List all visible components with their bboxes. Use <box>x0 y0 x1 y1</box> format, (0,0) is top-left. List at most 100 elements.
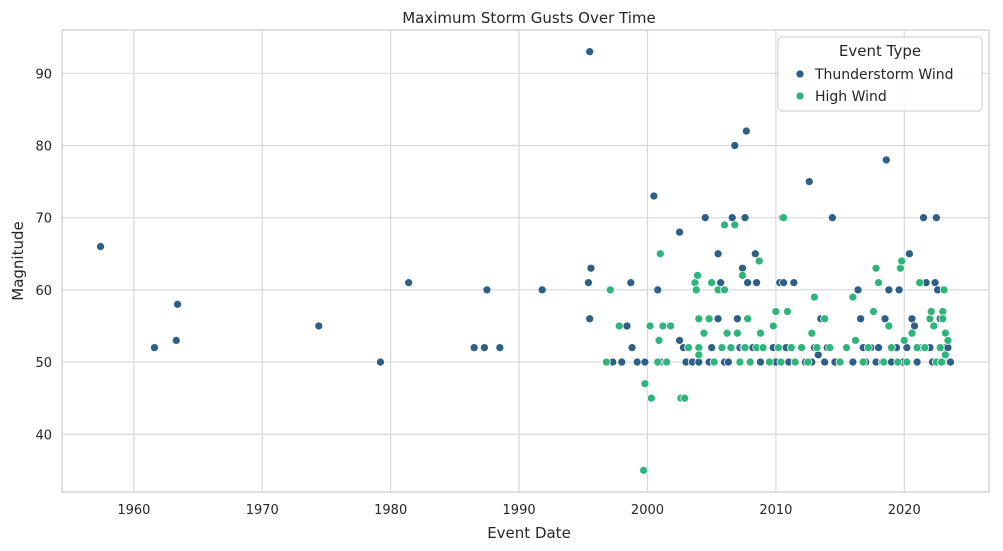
point-high-wind <box>897 256 907 266</box>
point-high-wind <box>779 213 788 223</box>
point-high-wind <box>938 307 948 316</box>
point-high-wind <box>774 343 783 352</box>
point-thunderstorm-wind <box>632 357 642 367</box>
point-high-wind <box>835 357 845 367</box>
point-high-wind <box>645 321 655 331</box>
point-high-wind <box>662 357 672 367</box>
point-thunderstorm-wind <box>617 357 627 367</box>
point-high-wind <box>740 343 750 352</box>
point-high-wind <box>851 336 860 345</box>
point-high-wind <box>646 393 656 403</box>
x-tick-label: 1970 <box>246 503 279 518</box>
point-thunderstorm-wind <box>894 285 904 295</box>
point-high-wind <box>786 343 796 352</box>
point-high-wind <box>666 321 675 331</box>
point-high-wind <box>912 343 922 352</box>
point-thunderstorm-wind <box>779 278 788 288</box>
point-thunderstorm-wind <box>741 126 751 136</box>
point-high-wind <box>810 292 819 302</box>
point-high-wind <box>902 357 912 367</box>
point-high-wind <box>699 328 709 338</box>
point-high-wind <box>776 357 786 367</box>
point-high-wind <box>940 350 950 360</box>
y-tick-label: 40 <box>35 428 52 443</box>
y-axis-label: Magnitude <box>9 221 27 300</box>
point-thunderstorm-wind <box>700 213 710 223</box>
point-high-wind <box>654 336 664 345</box>
point-thunderstorm-wind <box>820 357 830 367</box>
point-high-wind <box>887 343 896 352</box>
point-thunderstorm-wind <box>649 191 659 201</box>
point-thunderstorm-wind <box>919 213 928 223</box>
x-tick-label: 2000 <box>631 503 664 518</box>
point-thunderstorm-wind <box>675 227 684 237</box>
legend-label-high-wind: High Wind <box>815 89 887 105</box>
point-high-wind <box>935 343 945 352</box>
point-thunderstorm-wind <box>482 285 492 295</box>
point-thunderstorm-wind <box>813 350 823 360</box>
chart-title: Maximum Storm Gusts Over Time <box>402 9 656 27</box>
point-high-wind <box>756 328 765 338</box>
point-high-wind <box>639 465 648 475</box>
point-high-wind <box>691 285 701 295</box>
point-thunderstorm-wind <box>713 249 723 259</box>
x-tick-label: 2010 <box>759 503 792 518</box>
point-high-wind <box>907 328 917 338</box>
point-thunderstorm-wind <box>694 357 704 367</box>
point-high-wind <box>929 321 939 331</box>
point-high-wind <box>722 328 732 338</box>
point-high-wind <box>940 328 950 338</box>
point-high-wind <box>709 357 719 367</box>
point-thunderstorm-wind <box>537 285 547 295</box>
point-high-wind <box>925 314 935 324</box>
point-thunderstorm-wind <box>946 357 955 367</box>
point-high-wind <box>658 321 668 331</box>
point-thunderstorm-wind <box>881 155 891 165</box>
point-thunderstorm-wind <box>495 343 505 352</box>
point-thunderstorm-wind <box>727 213 737 223</box>
point-thunderstorm-wind <box>732 314 742 324</box>
legend-label-thunderstorm-wind: Thunderstorm Wind <box>814 67 954 83</box>
point-thunderstorm-wind <box>905 249 914 259</box>
point-thunderstorm-wind <box>716 278 726 288</box>
point-thunderstorm-wind <box>480 343 489 352</box>
point-high-wind <box>842 343 851 352</box>
y-tick-label: 90 <box>35 67 52 82</box>
point-high-wind <box>790 357 800 367</box>
point-thunderstorm-wind <box>584 278 593 288</box>
point-high-wind <box>743 314 752 324</box>
point-high-wind <box>602 357 611 367</box>
point-high-wind <box>726 343 736 352</box>
point-thunderstorm-wind <box>912 357 922 367</box>
point-thunderstorm-wind <box>848 357 858 367</box>
point-high-wind <box>926 307 936 316</box>
point-high-wind <box>884 321 894 331</box>
legend-marker-thunderstorm-wind <box>795 69 805 79</box>
point-high-wind <box>893 357 903 367</box>
point-high-wind <box>869 307 878 316</box>
point-high-wind <box>694 350 704 360</box>
point-high-wind <box>899 336 909 345</box>
x-tick-label: 1960 <box>117 503 150 518</box>
point-high-wind <box>943 336 953 345</box>
point-high-wind <box>735 357 745 367</box>
point-thunderstorm-wind <box>943 343 953 352</box>
point-high-wind <box>896 263 905 273</box>
point-high-wind <box>693 271 702 280</box>
point-thunderstorm-wind <box>743 278 752 288</box>
legend-marker-high-wind <box>795 91 805 101</box>
point-thunderstorm-wind <box>586 263 596 273</box>
y-tick-label: 80 <box>35 140 52 155</box>
point-high-wind <box>653 357 663 367</box>
point-high-wind <box>655 249 665 259</box>
x-tick-label: 1990 <box>503 503 536 518</box>
point-high-wind <box>874 278 883 288</box>
point-thunderstorm-wind <box>738 263 747 273</box>
point-thunderstorm-wind <box>828 213 837 223</box>
point-high-wind <box>879 357 889 367</box>
point-thunderstorm-wind <box>585 314 595 324</box>
plot-frame <box>61 29 990 493</box>
point-high-wind <box>863 343 873 352</box>
point-high-wind <box>871 263 881 273</box>
